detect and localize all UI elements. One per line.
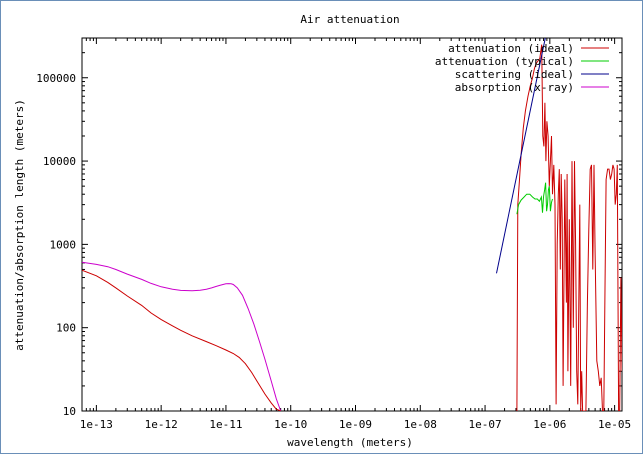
x-tick-label: 1e-13 (80, 418, 113, 431)
x-tick-label: 1e-12 (145, 418, 178, 431)
legend-label: attenuation (typical) (435, 55, 574, 68)
x-tick-label: 1e-06 (533, 418, 566, 431)
legend-label: absorption (x-ray) (455, 81, 574, 94)
axis-ticks: 1e-13 1e-12 1e-11 1e-10 1e-09 1e-08 1e-07 1e-06… (36, 37, 631, 431)
legend-label: attenuation (ideal) (448, 42, 574, 55)
y-axis-label: attenuation/absorption length (meters) (13, 99, 26, 351)
x-axis-label: wavelength (meters) (287, 436, 413, 449)
series-line-1 (516, 182, 553, 215)
legend: attenuation (ideal)attenuation (typical)… (435, 42, 609, 94)
y-tick-label: 1000 (50, 238, 77, 251)
plot-area (81, 37, 623, 412)
legend-label: scattering (ideal) (455, 68, 574, 81)
y-tick-label: 10000 (43, 155, 76, 168)
x-tick-label: 1e-08 (404, 418, 437, 431)
series-line-0 (516, 44, 622, 411)
series-line-2 (496, 38, 546, 274)
series-layer (82, 38, 622, 411)
x-tick-label: 1e-09 (339, 418, 372, 431)
x-tick-label: 1e-05 (598, 418, 631, 431)
series-line-4 (82, 269, 281, 411)
x-tick-label: 1e-11 (209, 418, 242, 431)
x-tick-label: 1e-10 (274, 418, 307, 431)
x-tick-label: 1e-07 (468, 418, 501, 431)
y-tick-label: 100000 (36, 72, 76, 85)
y-tick-label: 100 (56, 322, 76, 335)
series-line-3 (82, 261, 282, 411)
y-tick-label: 10 (63, 405, 76, 418)
chart-title: Air attenuation (300, 13, 399, 26)
